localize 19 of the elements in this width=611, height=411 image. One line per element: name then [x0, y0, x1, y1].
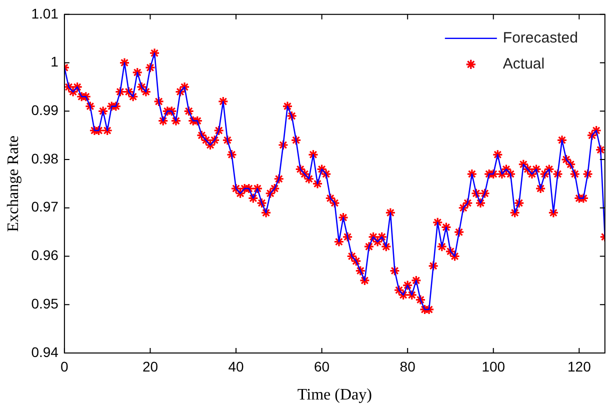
y-axis-title: Exchange Rate — [4, 135, 22, 232]
y-tick-label: 1 — [50, 54, 59, 70]
legend-label: Forecasted — [502, 30, 578, 47]
legend-label: Actual — [502, 56, 545, 73]
y-tick-label: 0.95 — [31, 295, 59, 312]
x-tick-label: 80 — [400, 358, 416, 374]
x-tick-label: 120 — [567, 358, 592, 374]
x-axis-title: Time (Day) — [297, 386, 372, 404]
x-tick-label: 60 — [314, 358, 330, 374]
y-tick-label: 0.98 — [31, 150, 59, 166]
x-tick-label: 0 — [60, 358, 69, 374]
y-tick-label: 0.96 — [31, 247, 59, 264]
x-tick-label: 20 — [142, 358, 158, 374]
x-tick-label: 100 — [482, 358, 506, 374]
y-tick-label: 0.94 — [31, 344, 59, 360]
y-tick-label: 0.97 — [31, 198, 59, 215]
x-tick-label: 40 — [228, 358, 244, 374]
y-tick-label: 0.99 — [31, 102, 59, 118]
y-tick-label: 1.01 — [31, 5, 59, 22]
